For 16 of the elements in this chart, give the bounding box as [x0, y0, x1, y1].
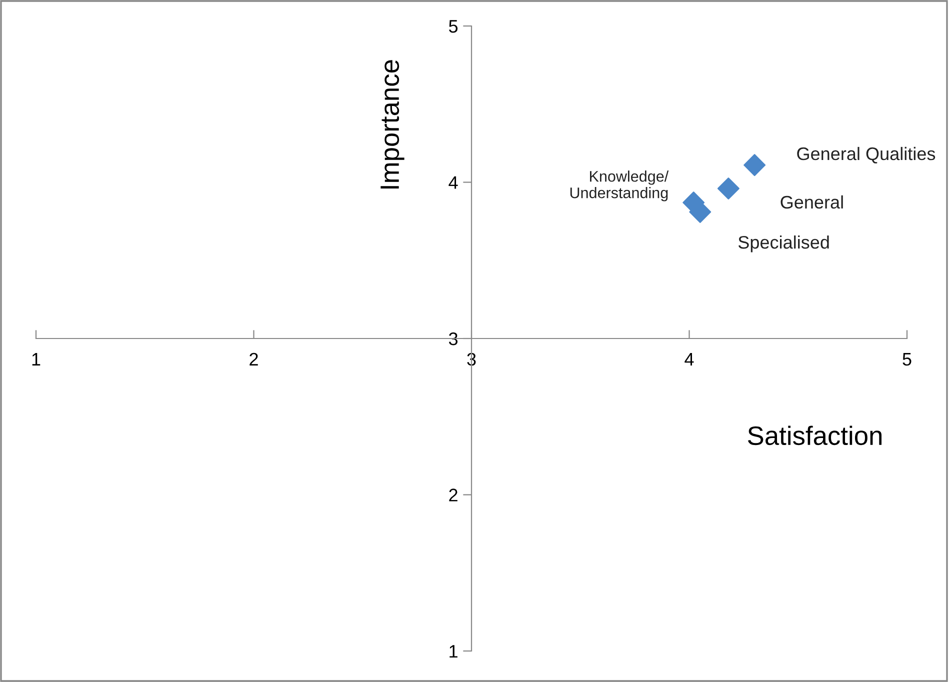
annotation: General Qualities: [797, 146, 936, 164]
y-tick-label: 4: [448, 176, 458, 189]
y-tick-label: 2: [449, 488, 458, 502]
x-tick-label: 4: [684, 353, 694, 366]
point: [744, 154, 766, 176]
point: [717, 178, 740, 200]
annotation: Specialised: [738, 235, 829, 252]
annotation: Knowledge/ Understanding: [570, 170, 669, 202]
annotation: General: [780, 195, 843, 209]
y-tick-label: 1: [450, 645, 458, 658]
x-tick-label: 1: [32, 353, 40, 366]
y-axis-title: Importance: [380, 60, 404, 189]
x-axis-title: Satisfaction: [748, 426, 882, 446]
x-tick-label: 2: [250, 352, 258, 366]
x-tick-label: 5: [902, 353, 912, 366]
y-tick-label: 5: [448, 20, 458, 33]
